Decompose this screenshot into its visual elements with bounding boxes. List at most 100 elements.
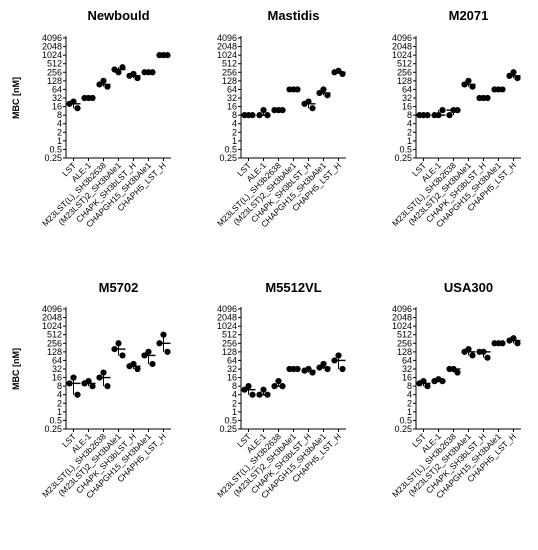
y-tick-label: 1 (232, 407, 237, 417)
panel-mastidis: Mastidis 0.250.51248163264128256512102420… (215, 8, 346, 229)
data-point (331, 357, 338, 364)
data-point (435, 376, 442, 383)
y-tick-label: 32 (402, 93, 412, 103)
data-point (130, 360, 137, 368)
y-tick-label: 64 (52, 84, 62, 94)
y-tick-label: 8 (57, 381, 62, 391)
y-tick-label: 1 (57, 136, 62, 146)
y-tick-label: 0.5 (49, 144, 62, 154)
data-point (324, 92, 331, 99)
y-tick-label: 256 (397, 67, 412, 77)
y-tick-label: 0.5 (49, 415, 62, 425)
y-tick-label: 256 (47, 67, 62, 77)
y-tick-label: 256 (222, 67, 237, 77)
panel-title: Mastidis (267, 8, 319, 23)
y-tick-label: 128 (47, 76, 62, 86)
y-tick-label: 4096 (42, 304, 62, 314)
y-tick-label: 32 (227, 364, 237, 374)
y-tick-label: 64 (227, 355, 237, 365)
y-tick-label: 32 (52, 93, 62, 103)
y-tick-label: 0.5 (224, 415, 237, 425)
y-tick-label: 64 (402, 355, 412, 365)
data-point (316, 364, 323, 371)
y-tick-label: 2048 (217, 313, 237, 323)
y-tick-label: 2048 (392, 313, 412, 323)
data-point (324, 365, 331, 373)
data-point (260, 386, 267, 393)
data-point (450, 365, 457, 373)
y-tick-label: 16 (52, 102, 62, 112)
y-tick-label: 1 (407, 136, 412, 146)
y-tick-label: 512 (47, 59, 62, 69)
data-point (96, 81, 103, 88)
data-point (149, 360, 156, 368)
data-point (290, 365, 297, 373)
data-point (70, 98, 77, 105)
panel-m2071: M2071 0.250.51248163264128256512102420484… (390, 8, 521, 229)
y-tick-label: 2 (407, 127, 412, 137)
y-tick-label: 2 (232, 127, 237, 137)
data-point (70, 374, 77, 381)
y-tick-label: 4 (407, 119, 412, 129)
data-point (100, 369, 107, 376)
data-point (309, 105, 316, 112)
y-tick-label: 2048 (42, 42, 62, 52)
y-tick-label: 2 (57, 127, 62, 137)
y-tick-label: 8 (232, 381, 237, 391)
data-point (145, 348, 152, 355)
data-point (74, 105, 81, 112)
y-tick-label: 4096 (392, 304, 412, 314)
y-tick-label: 2048 (42, 313, 62, 323)
data-point (480, 348, 487, 355)
y-tick-label: 1 (232, 136, 237, 146)
data-point (461, 81, 468, 88)
y-tick-label: 1024 (392, 321, 412, 331)
y-axis-label: MBC [nM] (11, 77, 21, 119)
data-point (271, 383, 278, 390)
data-point (85, 94, 92, 102)
data-point (514, 340, 521, 347)
data-point (256, 391, 263, 398)
y-tick-label: 256 (397, 338, 412, 348)
y-axis-label: MBC [nM] (11, 348, 21, 390)
y-tick-label: 128 (397, 347, 412, 357)
y-tick-label: 1024 (392, 50, 412, 60)
y-tick-label: 16 (402, 102, 412, 112)
data-point (469, 352, 476, 359)
data-point (119, 64, 126, 71)
data-point (160, 331, 167, 338)
data-point (305, 98, 312, 105)
data-point (66, 380, 73, 387)
data-point (320, 86, 327, 93)
y-tick-label: 0.25 (44, 153, 62, 163)
data-point (275, 107, 282, 114)
data-point (245, 383, 252, 390)
y-tick-label: 256 (47, 338, 62, 348)
data-point (495, 86, 502, 93)
data-point (450, 107, 457, 114)
y-tick-label: 512 (397, 59, 412, 69)
data-point (130, 70, 137, 78)
panel-m5702: M5702 MBC [nM] 0.250.512481632641282565121… (11, 280, 171, 500)
data-point (100, 77, 107, 84)
y-tick-label: 32 (52, 364, 62, 374)
data-point (446, 112, 453, 119)
y-tick-label: 8 (57, 110, 62, 120)
y-tick-label: 0.5 (399, 415, 412, 425)
data-point (249, 391, 256, 398)
data-point (480, 94, 487, 102)
data-point (241, 386, 248, 393)
y-tick-label: 0.25 (394, 424, 412, 434)
y-tick-label: 64 (402, 84, 412, 94)
data-point (115, 340, 122, 347)
data-point (111, 345, 118, 353)
data-point (454, 369, 461, 376)
y-tick-label: 2 (57, 398, 62, 408)
y-tick-label: 512 (397, 330, 412, 340)
y-tick-label: 256 (222, 338, 237, 348)
panel-title: M5702 (99, 280, 139, 295)
y-tick-label: 2048 (392, 42, 412, 52)
y-tick-label: 4096 (42, 33, 62, 43)
y-tick-label: 512 (222, 59, 237, 69)
data-point (74, 391, 81, 398)
